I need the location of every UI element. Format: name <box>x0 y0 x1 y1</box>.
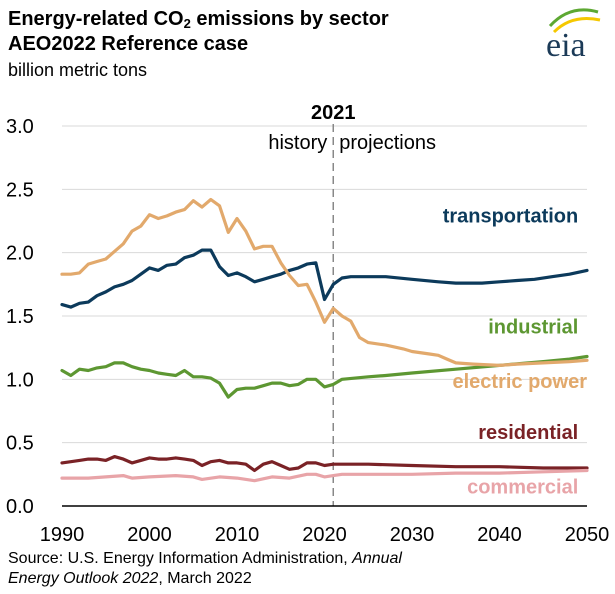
history-label: history <box>268 132 327 154</box>
x-tick-label: 2010 <box>215 524 260 546</box>
y-tick-label: 2.5 <box>6 179 34 201</box>
chart-subtitle: AEO2022 Reference case <box>8 33 249 55</box>
chart-title: Energy-related CO2 emissions by sector <box>8 6 389 32</box>
gridlines <box>62 125 587 444</box>
x-tick-label: 2030 <box>390 524 435 546</box>
series-line-electric-power <box>60 197 589 367</box>
x-tick-label: 2050 <box>565 524 610 546</box>
source-prefix: Source: U.S. Energy Information Administ… <box>8 550 353 567</box>
units-label: billion metric tons <box>8 60 148 80</box>
series-lines <box>60 197 589 483</box>
logo-arc-yellow-icon <box>552 17 601 34</box>
series-line-transportation <box>60 248 589 309</box>
x-tick-label: 2020 <box>302 524 347 546</box>
x-tick-labels: 1990 2000 2010 2020 2030 2040 2050 <box>40 524 610 546</box>
y-tick-label: 2.0 <box>6 243 34 265</box>
series-label-residential: residential <box>478 422 578 444</box>
source-italic-2: Energy Outlook 2022 <box>8 570 159 587</box>
y-tick-labels: 0.0 0.5 1.0 1.5 2.0 2.5 3.0 <box>6 116 34 518</box>
title-text: Energy-related CO <box>8 8 184 30</box>
y-tick-label: 1.5 <box>6 306 34 328</box>
source-italic-1: Annual <box>352 550 402 567</box>
source-note: Source: U.S. Energy Information Administ… <box>8 549 402 589</box>
series-labels: transportation industrial electric power re… <box>443 205 588 498</box>
y-tick-label: 3.0 <box>6 116 34 138</box>
series-line-commercial <box>60 468 589 483</box>
series-label-commercial: commercial <box>467 476 578 498</box>
divider-year-label: 2021 <box>311 102 356 124</box>
eia-logo: eia <box>546 8 601 64</box>
x-tick-label: 1990 <box>40 524 85 546</box>
x-tick-label: 2000 <box>127 524 172 546</box>
series-label-transportation: transportation <box>443 205 579 227</box>
series-line-residential <box>60 455 589 473</box>
title-subscript: 2 <box>183 16 191 31</box>
series-label-industrial: industrial <box>488 317 578 339</box>
projections-label: projections <box>339 132 436 154</box>
y-tick-label: 1.0 <box>6 369 34 391</box>
y-tick-label: 0.0 <box>6 496 34 518</box>
x-tick-label: 2040 <box>477 524 522 546</box>
y-tick-label: 0.5 <box>6 433 34 455</box>
source-suffix: , March 2022 <box>158 570 252 587</box>
title-text-end: emissions by sector <box>190 8 389 30</box>
logo-text: eia <box>546 27 586 64</box>
logo-arc-green-icon <box>548 8 599 28</box>
series-label-electric-power: electric power <box>452 371 587 393</box>
series-line-industrial <box>60 354 589 399</box>
